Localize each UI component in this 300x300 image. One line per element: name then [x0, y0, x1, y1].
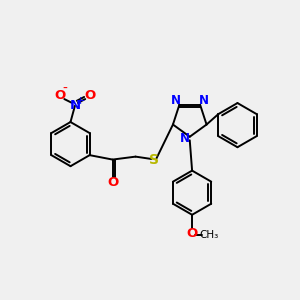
Text: N: N — [179, 132, 190, 145]
Text: O: O — [54, 89, 65, 102]
Text: N: N — [69, 99, 80, 112]
Text: O: O — [107, 176, 118, 189]
Text: -: - — [62, 82, 67, 96]
Text: N: N — [199, 94, 209, 107]
Text: CH₃: CH₃ — [200, 230, 219, 240]
Text: O: O — [187, 226, 198, 239]
Text: S: S — [149, 153, 159, 166]
Text: +: + — [76, 95, 86, 106]
Text: N: N — [170, 94, 181, 107]
Text: O: O — [84, 89, 96, 102]
